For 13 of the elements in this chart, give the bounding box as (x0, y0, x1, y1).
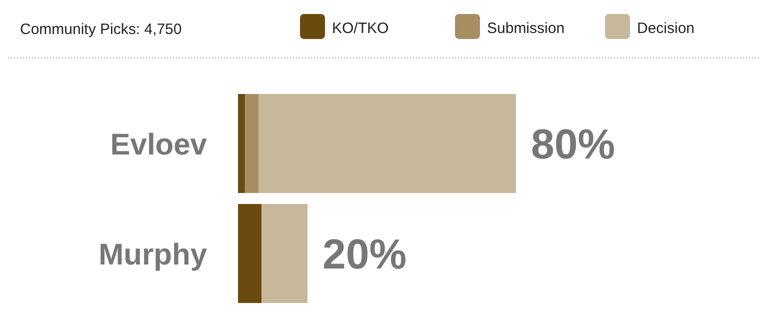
y-tick-label: Evloev (110, 128, 208, 162)
bar (262, 204, 308, 303)
legend-label: Submission (487, 20, 565, 37)
bar (238, 204, 262, 303)
legend-label: KO/TKO (332, 20, 389, 37)
bar (238, 94, 245, 193)
bar (244, 94, 259, 193)
text: 80% (531, 120, 616, 168)
bar (258, 94, 516, 193)
text: Community Picks: 4,750 (20, 21, 182, 38)
y-tick-label: Murphy (98, 238, 208, 272)
annotation: 20% (322, 230, 407, 278)
legend-label: Decision (637, 20, 695, 37)
